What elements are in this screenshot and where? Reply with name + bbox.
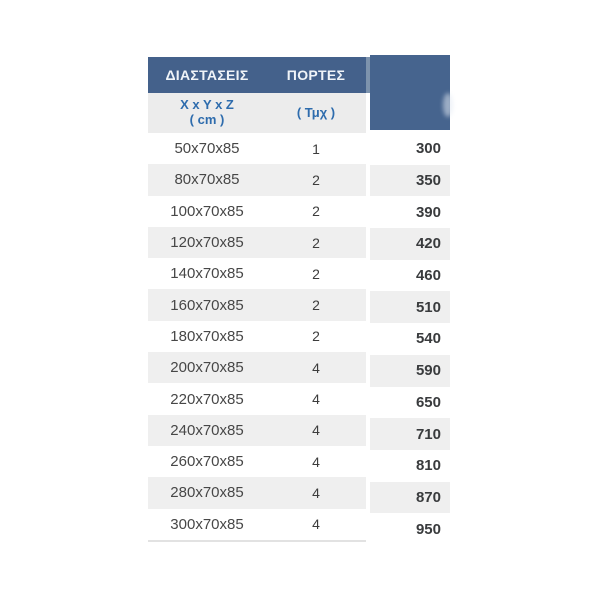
dimensions-table: ΔΙΑΣΤΑΣΕΙΣ ΠΟΡΤΕΣ X x Y x Z ( cm ) ( Τμχ…	[148, 57, 366, 542]
doors-value: 2	[312, 171, 320, 188]
table-row: 220x70x85 4	[148, 383, 366, 415]
price-value: 650	[370, 386, 450, 419]
dimensions-value: 120x70x85	[170, 234, 244, 252]
table-row: 300x70x85 4	[148, 508, 366, 540]
subheader-doors-unit: ( Τμχ )	[266, 93, 366, 133]
price-value: 510	[370, 291, 450, 324]
doors-value: 4	[312, 516, 320, 533]
table-row: 280x70x85 4	[148, 477, 366, 509]
table-row: 260x70x85 4	[148, 445, 366, 478]
doors-value: 2	[312, 203, 320, 220]
price-value: 590	[370, 354, 450, 387]
subheader-dimensions-unit: X x Y x Z ( cm )	[148, 93, 266, 133]
doors-value: 4	[312, 359, 320, 376]
header-doors: ΠΟΡΤΕΣ	[286, 67, 346, 83]
price-column-body: 300 350 390 420 460 510 540 590 650 710 …	[370, 133, 450, 545]
table-row: 160x70x85 2	[148, 289, 366, 321]
price-header-box	[370, 55, 453, 130]
table-row: 80x70x85 2	[148, 164, 366, 196]
dimensions-value: 160x70x85	[170, 296, 244, 314]
dimensions-value: 220x70x85	[170, 390, 244, 408]
table-body: 50x70x85 1 80x70x85 2 100x70x85 2 120x70…	[148, 133, 366, 542]
dimensions-value: 200x70x85	[170, 359, 244, 377]
table-row: 180x70x85 2	[148, 320, 366, 353]
header-seam-divider	[366, 57, 370, 93]
doors-value: 4	[312, 484, 320, 501]
dimensions-value: 180x70x85	[170, 327, 244, 345]
doors-value: 4	[312, 391, 320, 408]
table-header-row: ΔΙΑΣΤΑΣΕΙΣ ΠΟΡΤΕΣ	[148, 57, 366, 93]
price-value: 300	[370, 133, 450, 165]
table-row: 100x70x85 2	[148, 195, 366, 227]
price-value: 420	[370, 228, 450, 260]
subheader-pieces: ( Τμχ )	[296, 104, 336, 120]
price-header-glare	[443, 93, 453, 117]
price-value: 350	[370, 164, 450, 197]
header-dimensions: ΔΙΑΣΤΑΣΕΙΣ	[165, 67, 249, 83]
doors-value: 2	[312, 297, 320, 314]
table-row: 240x70x85 4	[148, 414, 366, 446]
dimensions-value: 50x70x85	[174, 140, 240, 158]
dimensions-value: 240x70x85	[170, 421, 244, 439]
price-column: 300 350 390 420 460 510 540 590 650 710 …	[370, 55, 453, 545]
doors-value: 4	[312, 422, 320, 439]
price-value: 390	[370, 196, 450, 229]
doors-value: 2	[312, 328, 320, 345]
price-value: 540	[370, 323, 450, 355]
price-value: 810	[370, 449, 450, 482]
dimensions-value: 280x70x85	[170, 484, 244, 502]
dimensions-value: 100x70x85	[170, 202, 244, 220]
price-value: 950	[370, 513, 450, 545]
table-subheader-row: X x Y x Z ( cm ) ( Τμχ )	[148, 93, 366, 133]
subheader-xyz: X x Y x Z	[180, 97, 234, 113]
doors-value: 2	[312, 265, 320, 282]
price-value: 710	[370, 418, 450, 450]
table-row: 200x70x85 4	[148, 352, 366, 384]
doors-value: 2	[312, 234, 320, 251]
dimensions-value: 300x70x85	[170, 515, 244, 533]
table-row: 140x70x85 2	[148, 258, 366, 290]
doors-value: 4	[312, 453, 320, 470]
subheader-cm: ( cm )	[189, 112, 225, 127]
price-value: 460	[370, 259, 450, 292]
doors-value: 1	[312, 140, 320, 157]
price-value: 870	[370, 481, 450, 514]
dimensions-value: 140x70x85	[170, 265, 244, 283]
table-row: 50x70x85 1	[148, 133, 366, 165]
dimensions-value: 260x70x85	[170, 453, 244, 471]
table-row: 120x70x85 2	[148, 226, 366, 259]
dimensions-value: 80x70x85	[174, 171, 240, 189]
